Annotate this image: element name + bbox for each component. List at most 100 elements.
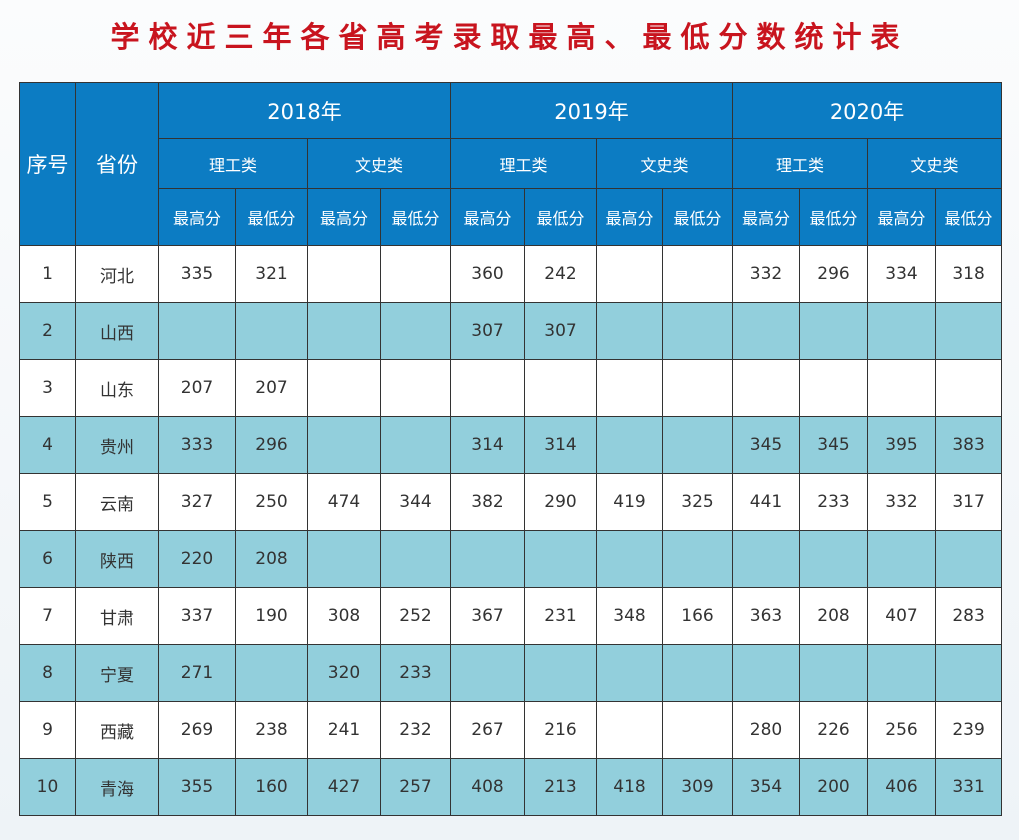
score-cell: 216	[524, 701, 598, 759]
table-row: 7 甘肃 337 190 308 252 367 231 348 166 363 208 407 283	[19, 587, 1003, 645]
score-cell	[379, 302, 452, 360]
score-cell	[235, 644, 308, 702]
score-cell: 333	[158, 416, 236, 474]
score-cell	[799, 530, 869, 588]
score-cell: 383	[935, 416, 1003, 474]
score-cell: 318	[935, 245, 1003, 303]
score-cell: 367	[450, 587, 526, 645]
header-category: 理工类	[732, 138, 869, 189]
score-cell	[662, 416, 734, 474]
page-title: 学校近三年各省高考录取最高、最低分数统计表	[110, 20, 909, 54]
score-cell: 363	[732, 587, 801, 645]
table-row: 2 山西 307 307	[19, 302, 1003, 360]
score-cell	[158, 302, 236, 360]
score-cell	[307, 530, 381, 588]
score-cell: 418	[596, 758, 664, 816]
score-cell: 252	[379, 587, 452, 645]
score-cell	[524, 359, 598, 417]
score-cell	[662, 359, 734, 417]
score-cell: 233	[799, 473, 869, 531]
row-province: 云南	[75, 473, 159, 531]
score-cell: 241	[307, 701, 381, 759]
score-cell: 257	[379, 758, 452, 816]
score-cell	[307, 245, 381, 303]
row-index: 2	[19, 302, 76, 360]
score-cell: 427	[307, 758, 381, 816]
score-cell: 395	[867, 416, 937, 474]
row-index: 5	[19, 473, 76, 531]
score-cell: 474	[307, 473, 381, 531]
header-index: 序号	[19, 82, 76, 246]
score-cell: 207	[235, 359, 308, 417]
row-province: 河北	[75, 245, 159, 303]
score-cell	[662, 530, 734, 588]
row-province: 山东	[75, 359, 159, 417]
score-cell: 200	[799, 758, 869, 816]
row-province: 陕西	[75, 530, 159, 588]
score-cell: 334	[867, 245, 937, 303]
table-row: 8 宁夏 271 320 233	[19, 644, 1003, 702]
score-cell: 220	[158, 530, 236, 588]
header-score-type: 最低分	[524, 188, 598, 246]
score-cell: 332	[732, 245, 801, 303]
score-cell: 419	[596, 473, 664, 531]
row-index: 4	[19, 416, 76, 474]
header-score-type: 最高分	[732, 188, 801, 246]
score-cell: 208	[235, 530, 308, 588]
score-cell: 407	[867, 587, 937, 645]
row-province: 甘肃	[75, 587, 159, 645]
score-cell: 213	[524, 758, 598, 816]
score-cell: 307	[524, 302, 598, 360]
header-score-type: 最高分	[158, 188, 236, 246]
score-cell: 226	[799, 701, 869, 759]
score-cell: 242	[524, 245, 598, 303]
header-category: 理工类	[450, 138, 598, 189]
score-cell: 327	[158, 473, 236, 531]
score-cell	[935, 644, 1003, 702]
score-cell: 296	[235, 416, 308, 474]
header-province: 省份	[75, 82, 159, 246]
score-cell: 320	[307, 644, 381, 702]
score-cell	[596, 644, 664, 702]
header-score-type: 最低分	[379, 188, 452, 246]
row-index: 9	[19, 701, 76, 759]
header-score-type: 最低分	[935, 188, 1003, 246]
score-cell	[799, 644, 869, 702]
score-cell: 321	[235, 245, 308, 303]
row-province: 山西	[75, 302, 159, 360]
score-cell: 160	[235, 758, 308, 816]
header-score-type: 最低分	[799, 188, 869, 246]
score-cell: 325	[662, 473, 734, 531]
score-cell	[867, 644, 937, 702]
score-cell: 296	[799, 245, 869, 303]
header-category: 文史类	[306, 138, 452, 189]
score-cell	[596, 701, 664, 759]
score-cell: 309	[662, 758, 734, 816]
header-score-type: 最高分	[596, 188, 664, 246]
score-cell	[450, 359, 526, 417]
score-cell: 354	[732, 758, 801, 816]
score-cell	[662, 302, 734, 360]
table-row: 4 贵州 333 296 314 314 345 345 395 383	[19, 416, 1003, 474]
score-cell: 314	[450, 416, 526, 474]
row-province: 贵州	[75, 416, 159, 474]
score-cell: 207	[158, 359, 236, 417]
score-cell: 208	[799, 587, 869, 645]
score-cell	[732, 644, 801, 702]
header-score-type: 最高分	[307, 188, 381, 246]
row-index: 10	[19, 758, 76, 816]
score-cell	[307, 359, 381, 417]
score-cell: 290	[524, 473, 598, 531]
score-cell: 166	[662, 587, 734, 645]
header-score-type: 最低分	[662, 188, 734, 246]
score-cell: 190	[235, 587, 308, 645]
score-cell: 317	[935, 473, 1003, 531]
score-cell	[867, 302, 937, 360]
score-cell: 233	[379, 644, 452, 702]
score-cell: 232	[379, 701, 452, 759]
table-row: 5 云南 327 250 474 344 382 290 419 325 441 233 332 317	[19, 473, 1003, 531]
table-row: 9 西藏 269 238 241 232 267 216 280 226 256 239	[19, 701, 1003, 759]
score-cell: 408	[450, 758, 526, 816]
score-cell: 441	[732, 473, 801, 531]
score-cell	[662, 245, 734, 303]
